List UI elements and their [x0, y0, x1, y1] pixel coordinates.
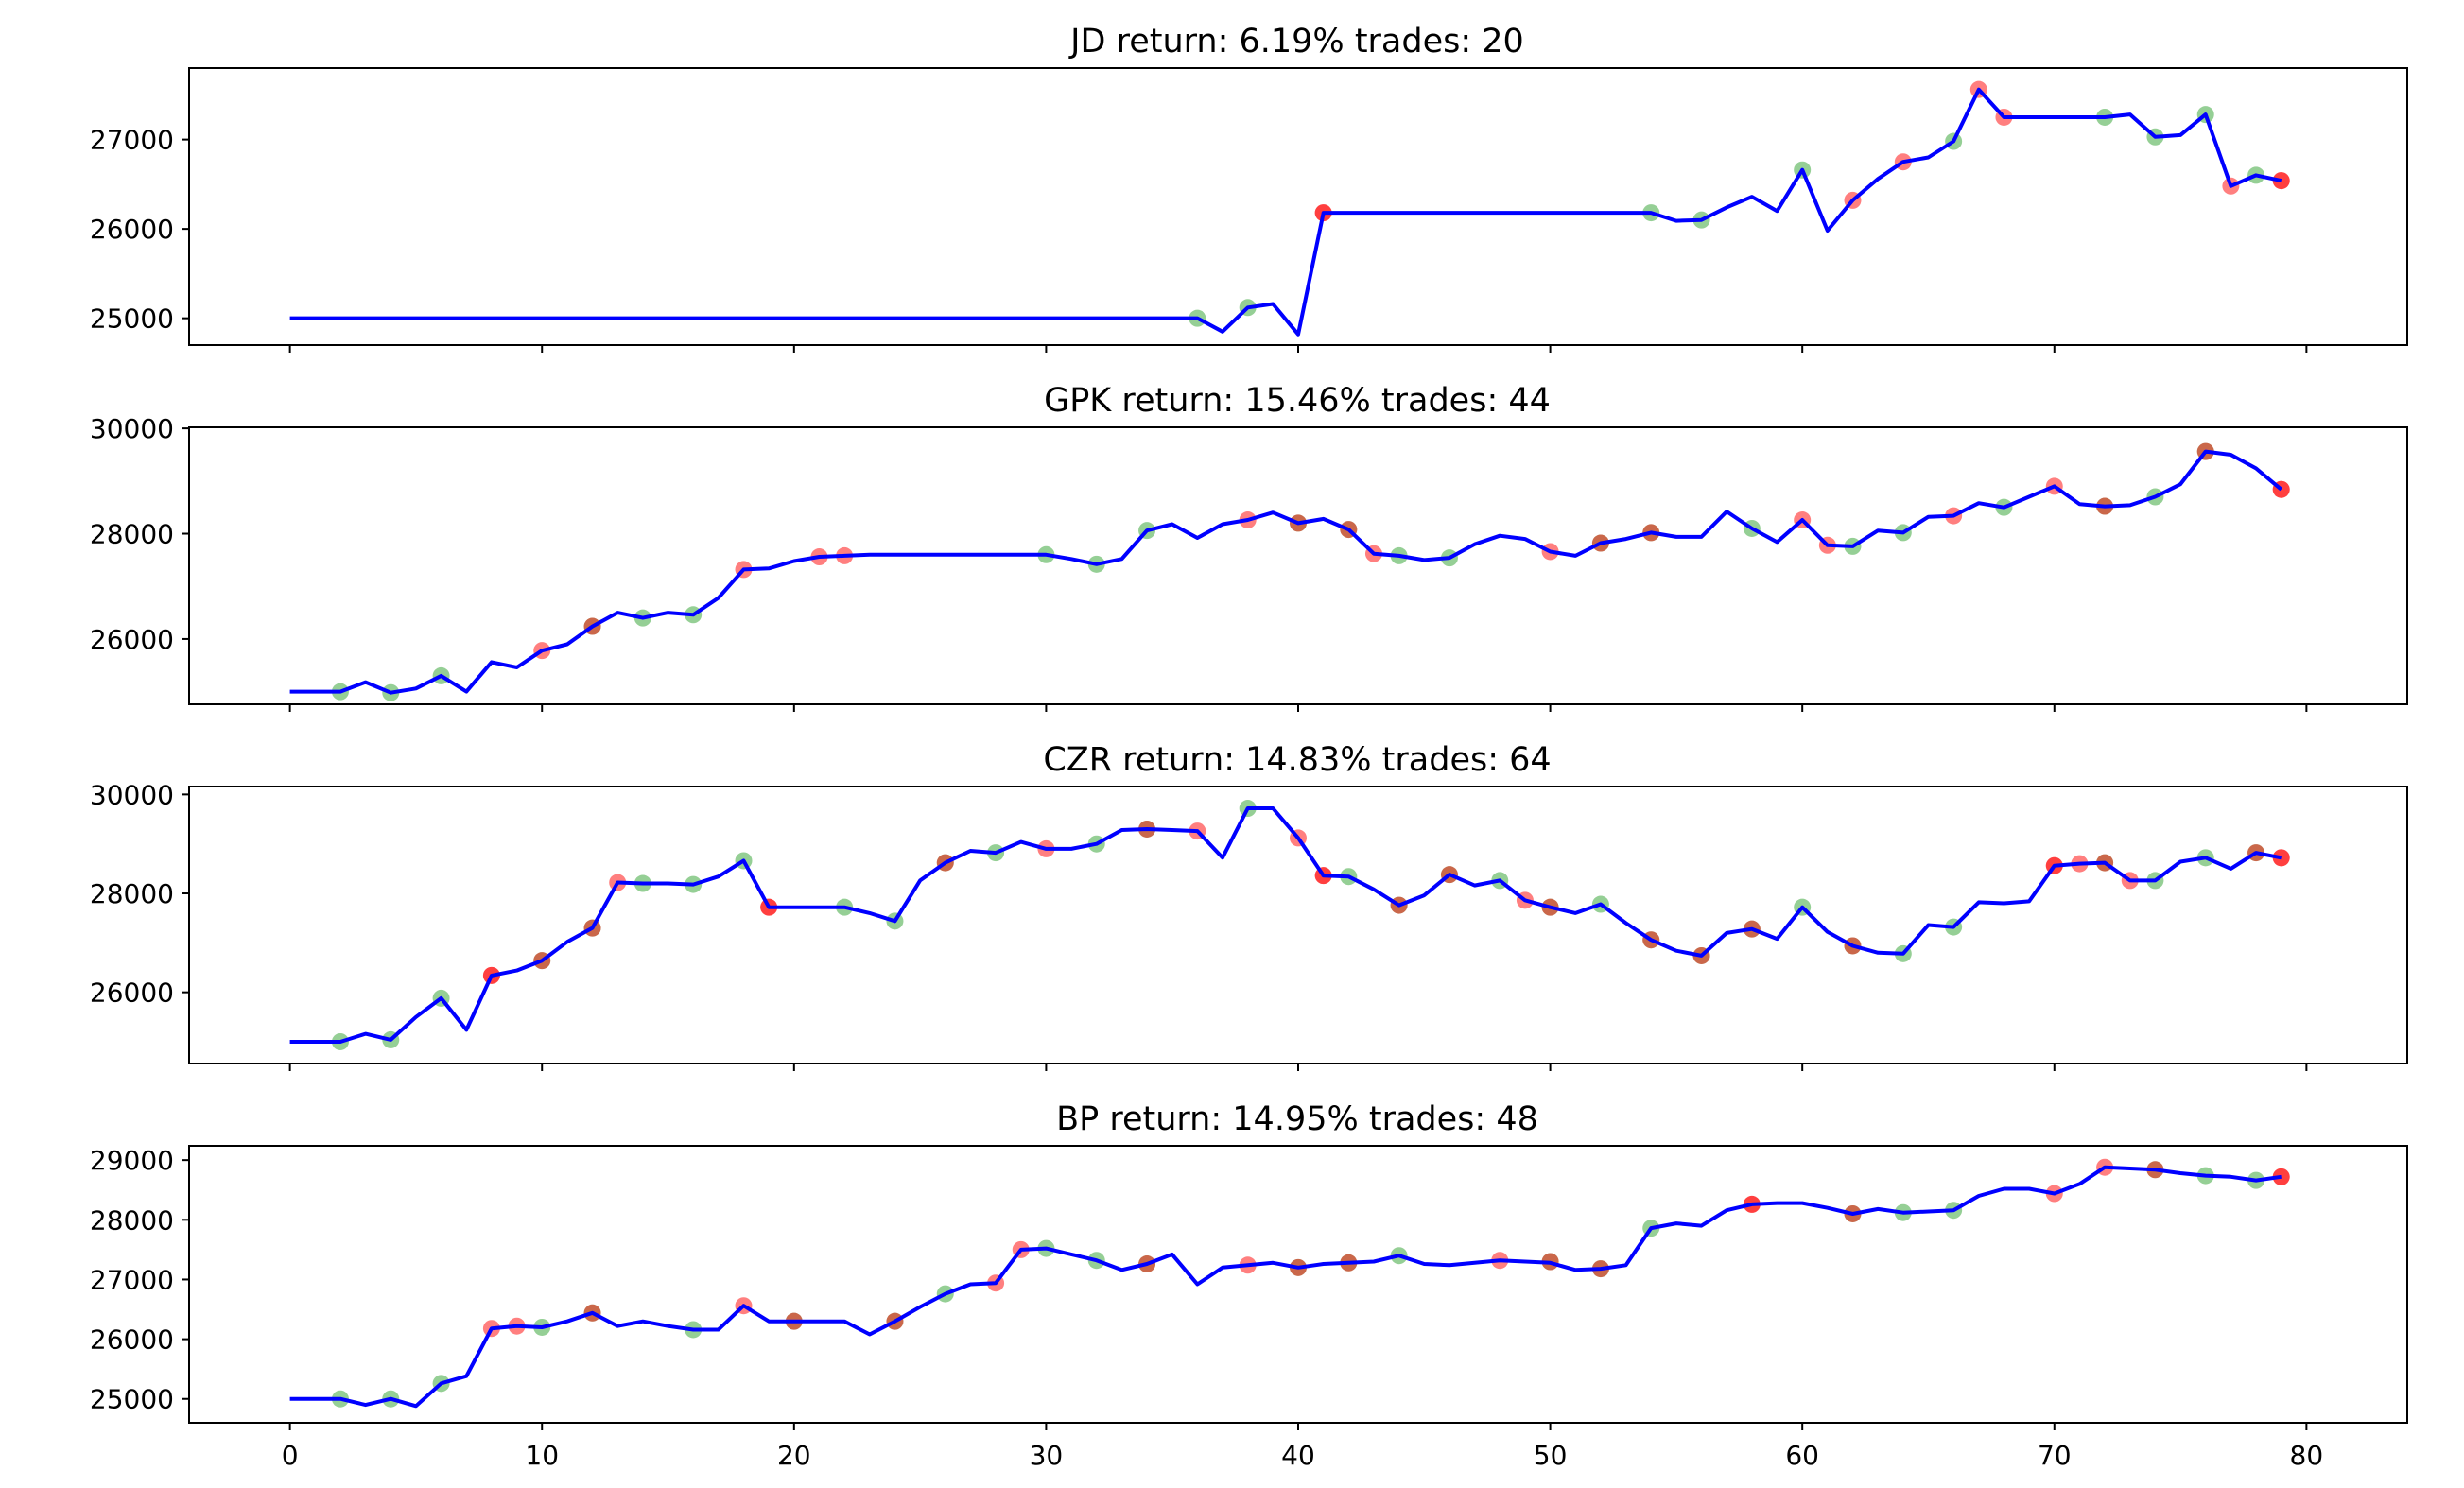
sell-marker	[2272, 849, 2290, 867]
y-tick-label: 25000	[90, 303, 174, 335]
axes-frame	[188, 786, 2408, 1064]
y-tick-label: 26000	[90, 624, 174, 655]
x-tick-label: 0	[282, 1440, 299, 1471]
subplot-jd: JD return: 6.19% trades: 20 25000 26000 27…	[90, 23, 2408, 353]
y-tick-label: 27000	[90, 1264, 174, 1295]
trade-markers	[331, 442, 2290, 701]
subplot-title-gpk: GPK return: 15.46% trades: 44	[1044, 382, 1551, 420]
trade-markers	[331, 1158, 2290, 1408]
x-tick-label: 80	[2290, 1440, 2324, 1471]
subplot-czr: CZR return: 14.83% trades: 64 26000 28000…	[90, 741, 2408, 1071]
y-tick-label: 26000	[90, 978, 174, 1009]
x-tick-label: 20	[777, 1440, 811, 1471]
subplot-gpk: GPK return: 15.46% trades: 44 26000 28000…	[90, 382, 2408, 712]
y-tick-label: 30000	[90, 779, 174, 810]
price-line-jd	[289, 87, 2282, 337]
price-line-czr	[289, 806, 2282, 1044]
y-tick-label: 27000	[90, 125, 174, 156]
y-tick-label: 25000	[90, 1384, 174, 1415]
subplot-title-czr: CZR return: 14.83% trades: 64	[1043, 741, 1551, 779]
y-tick-label: 29000	[90, 1145, 174, 1176]
y-tick-label: 26000	[90, 1324, 174, 1356]
y-tick-label: 26000	[90, 214, 174, 245]
subplot-title-bp: BP return: 14.95% trades: 48	[1056, 1100, 1538, 1138]
sell-marker	[2272, 172, 2290, 190]
x-tick-label: 30	[1030, 1440, 1064, 1471]
y-tick-label: 28000	[90, 519, 174, 550]
x-tick-label: 40	[1281, 1440, 1315, 1471]
x-tick-label: 70	[2038, 1440, 2072, 1471]
subplot-title-jd: JD return: 6.19% trades: 20	[1068, 23, 1524, 61]
axes-frame	[188, 67, 2408, 346]
trade-markers	[331, 800, 2290, 1050]
x-tick-label: 10	[525, 1440, 559, 1471]
y-tick-label: 28000	[90, 878, 174, 909]
price-line-gpk	[289, 449, 2282, 695]
price-line-bp	[289, 1165, 2282, 1409]
x-tick-label: 50	[1534, 1440, 1568, 1471]
x-tick-label: 60	[1785, 1440, 1819, 1471]
y-tick-label: 28000	[90, 1204, 174, 1236]
subplot-bp: BP return: 14.95% trades: 48 25000 26000 2…	[90, 1100, 2408, 1471]
y-tick-label: 30000	[90, 413, 174, 444]
